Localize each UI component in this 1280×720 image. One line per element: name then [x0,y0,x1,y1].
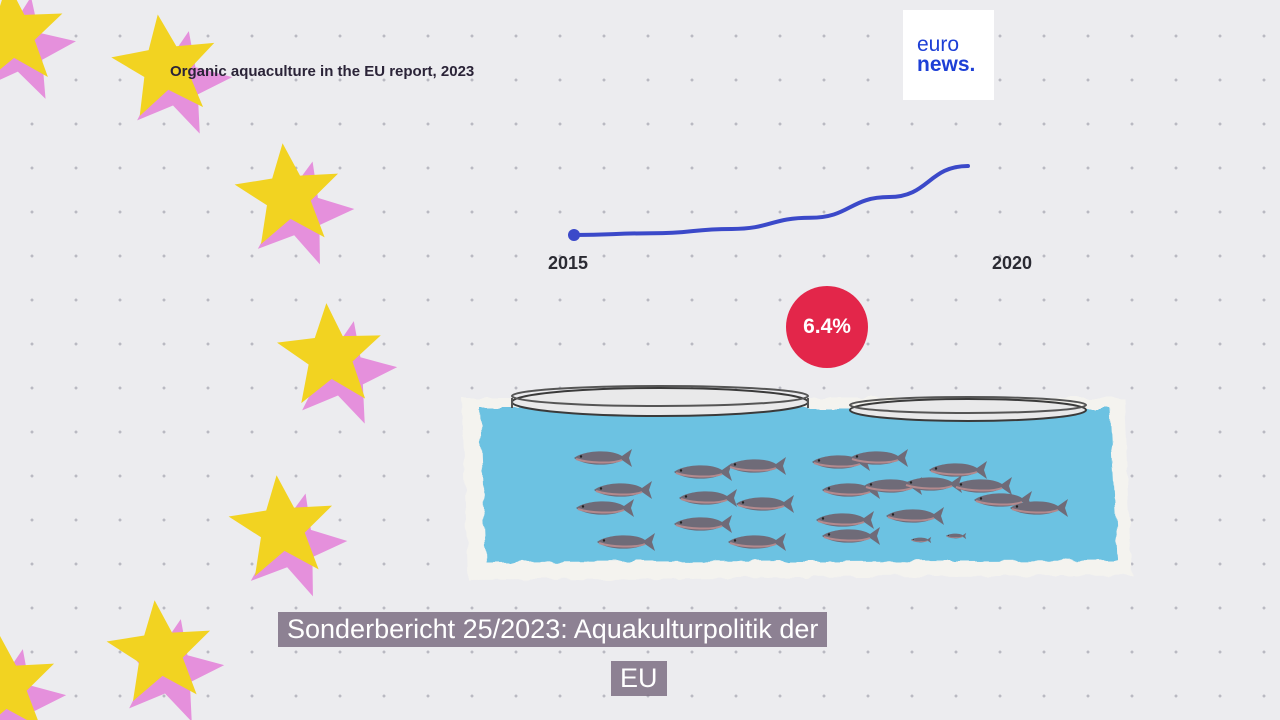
logo-line-2: news. [917,53,976,76]
net-pen-left [511,385,809,417]
data-point-start [568,229,580,241]
x-tick-label-start: 2015 [548,253,589,273]
series-line [572,164,970,237]
net-pen-right [849,396,1087,422]
subtitle-line-1: Sonderbericht 25/2023: Aquakulturpolitik… [278,612,828,647]
subtitle-line-2: EU [611,661,667,696]
x-tick-label-end: 2020 [992,253,1033,273]
water [480,408,1118,562]
chart-title: Organic aquaculture in the EU report, 20… [170,63,475,80]
percentage-badge: 6.4% [786,286,868,368]
euronews-logo: euro news. [903,10,994,100]
logo-line-1: euro [917,33,960,56]
